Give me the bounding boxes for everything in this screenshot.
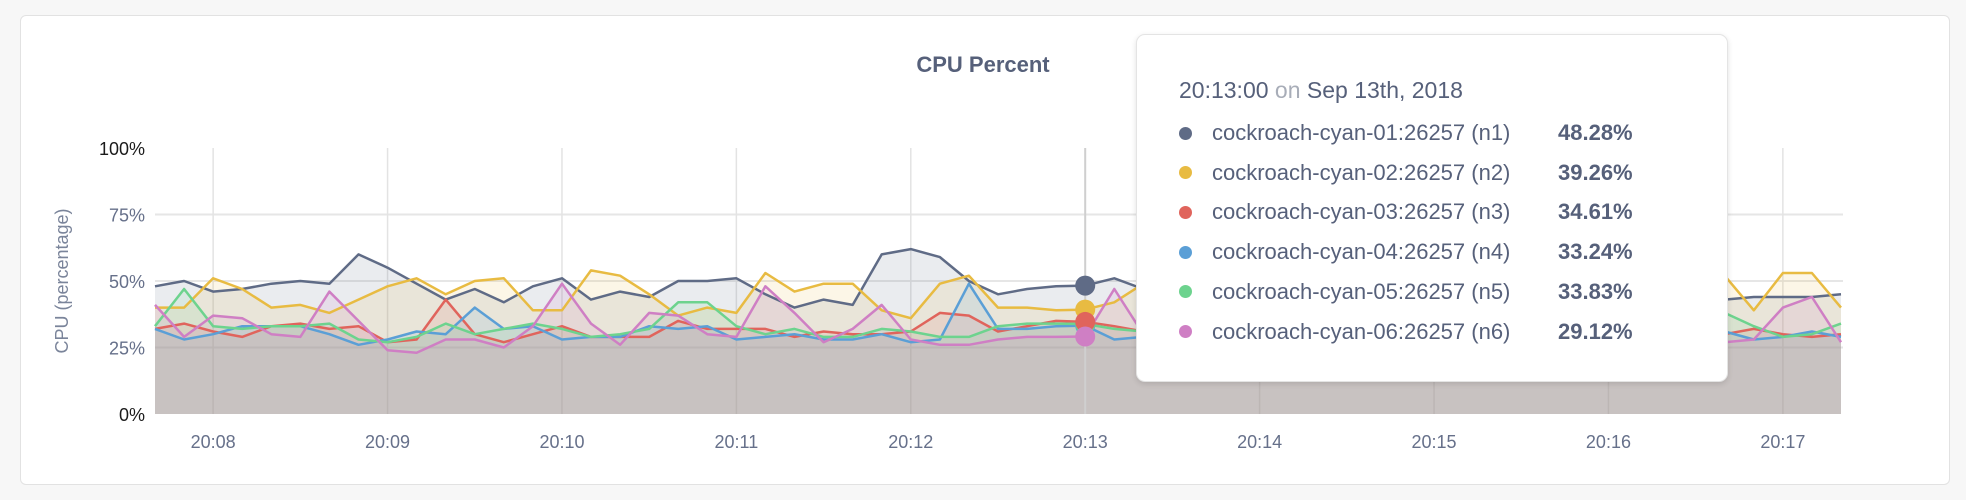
tooltip-header: 20:13:00 on Sep 13th, 2018: [1179, 77, 1463, 104]
tooltip-series-name: cockroach-cyan-02:26257 (n2): [1212, 159, 1511, 185]
tooltip-row: cockroach-cyan-05:26257 (n5) 33.83%: [1179, 277, 1633, 307]
hover-tooltip: 20:13:00 on Sep 13th, 2018 cockroach-cya…: [1136, 34, 1728, 382]
tooltip-row: cockroach-cyan-06:26257 (n6) 29.12%: [1179, 317, 1633, 347]
tooltip-series-name: cockroach-cyan-03:26257 (n3): [1212, 199, 1511, 225]
hover-point-n1: [1075, 275, 1096, 296]
y-tick-label: 75%: [109, 206, 145, 226]
y-tick-label: 25%: [109, 339, 145, 359]
y-tick-label: 50%: [109, 272, 145, 292]
y-tick-label: 0%: [119, 405, 145, 425]
chart-title: CPU Percent: [916, 52, 1050, 77]
x-tick-label: 20:14: [1237, 432, 1282, 452]
x-tick-label: 20:09: [365, 432, 410, 452]
tooltip-series-name: cockroach-cyan-01:26257 (n1): [1212, 120, 1511, 145]
x-tick-label: 20:11: [715, 432, 759, 452]
x-tick-label: 20:15: [1412, 432, 1457, 452]
x-tick-label: 20:13: [1063, 432, 1108, 452]
tooltip-row: cockroach-cyan-02:26257 (n2) 39.26%: [1179, 158, 1633, 188]
series-area-n3: [155, 299, 1841, 414]
hover-point-n3: [1075, 311, 1096, 332]
series-color-dot-icon: [1179, 205, 1192, 219]
tooltip-row: cockroach-cyan-01:26257 (n1) 48.28%: [1179, 118, 1633, 148]
tooltip-series-name: cockroach-cyan-04:26257 (n4): [1212, 239, 1511, 265]
tooltip-row: cockroach-cyan-03:26257 (n3) 34.61%: [1179, 197, 1633, 227]
tooltip-on: on: [1274, 77, 1301, 103]
x-tick-label: 20:12: [888, 432, 933, 452]
tooltip-series-value: 39.26%: [1558, 159, 1633, 185]
x-tick-label: 20:17: [1760, 432, 1805, 452]
tooltip-series-value: 34.61%: [1558, 199, 1633, 225]
y-tick-label: 100%: [99, 139, 145, 159]
tooltip-row: cockroach-cyan-04:26257 (n4) 33.24%: [1179, 237, 1633, 267]
series-color-dot-icon: [1179, 245, 1192, 259]
series-area-n5: [155, 289, 1841, 414]
tooltip-series-value: 33.83%: [1558, 278, 1633, 304]
y-axis-label: CPU (percentage): [52, 208, 72, 353]
x-tick-label: 20:08: [191, 432, 236, 452]
hover-point-n6: [1075, 326, 1096, 347]
tooltip-date: Sep 13th, 2018: [1306, 77, 1463, 103]
series-color-dot-icon: [1179, 285, 1192, 299]
series-color-dot-icon: [1179, 325, 1192, 338]
tooltip-series-name: cockroach-cyan-06:26257 (n6): [1212, 318, 1511, 344]
series-color-dot-icon: [1179, 126, 1192, 140]
tooltip-series-name: cockroach-cyan-05:26257 (n5): [1212, 278, 1511, 304]
tooltip-series-value: 48.28%: [1558, 120, 1633, 145]
tooltip-time: 20:13:00: [1179, 77, 1269, 103]
x-tick-label: 20:10: [539, 432, 584, 452]
tooltip-series-value: 29.12%: [1558, 318, 1633, 344]
series-color-dot-icon: [1179, 166, 1192, 180]
x-tick-label: 20:16: [1586, 432, 1631, 452]
tooltip-series-value: 33.24%: [1558, 239, 1633, 265]
